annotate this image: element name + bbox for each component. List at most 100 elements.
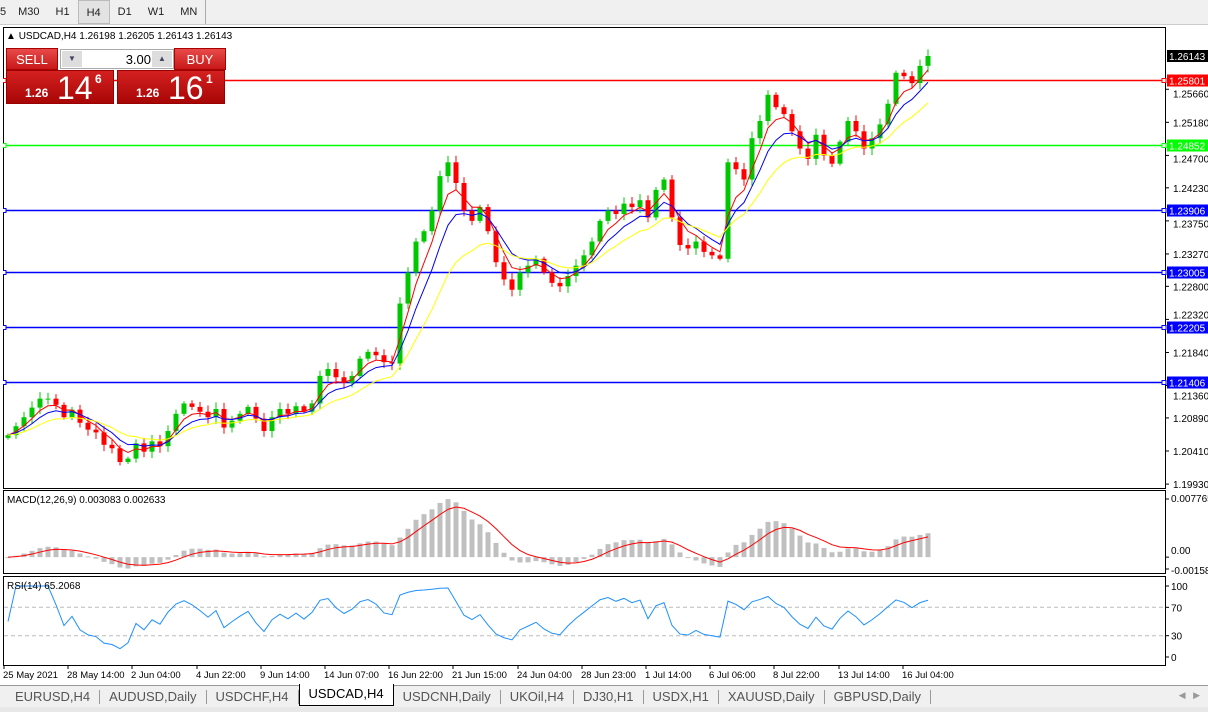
x-tick-label: 28 Jun 23:00 (581, 670, 636, 681)
macd-histogram-bar (309, 552, 315, 558)
y-tick-label: 1.24700 (1173, 155, 1208, 166)
line-handle (1161, 380, 1167, 385)
macd-histogram-bar (373, 541, 379, 558)
timeframe-h4[interactable]: H4 (77, 0, 110, 24)
buy-price-fraction: 1 (206, 72, 213, 86)
one-click-trading-panel: SELL ▼ ▲ BUY 1.26 14 6 1.26 16 1 (6, 48, 226, 106)
macd-histogram-bar (189, 548, 195, 558)
candle-body (421, 231, 427, 242)
candle-body (509, 279, 515, 290)
symbol-tab[interactable]: USDCAD,H4 (298, 684, 394, 706)
macd-histogram-bar (149, 557, 155, 564)
candle-body (645, 200, 651, 218)
sell-price[interactable]: 1.26 14 6 (6, 70, 114, 106)
y-tick-label: 1.25660 (1173, 90, 1208, 101)
scroll-left-icon[interactable]: ◀ (1178, 690, 1186, 700)
candle-body (717, 255, 723, 259)
candle-body (805, 148, 811, 159)
macd-histogram-bar (37, 548, 43, 558)
y-tick-label: 1.23270 (1173, 250, 1208, 261)
candle-body (245, 406, 251, 414)
macd-histogram-bar (109, 557, 115, 565)
macd-histogram-bar (45, 546, 51, 558)
timeframe-h1[interactable]: H1 (55, 6, 70, 18)
candle-body (293, 406, 299, 414)
macd-histogram-bar (253, 553, 259, 558)
symbol-tab[interactable]: EURUSD,H4 (6, 689, 101, 704)
timeframe-w1[interactable]: W1 (147, 6, 165, 18)
symbol-tab[interactable]: USDCNH,Daily (394, 689, 501, 704)
candle-body (477, 207, 483, 221)
sell-button[interactable]: SELL (6, 48, 58, 70)
candle-body (669, 179, 675, 218)
macd-histogram-bar (565, 557, 571, 565)
y-tick-label: 1.22800 (1173, 282, 1208, 293)
macd-histogram-bar (853, 548, 859, 558)
buy-price-prefix: 1.26 (136, 86, 160, 100)
candle-body (621, 203, 627, 214)
collapse-triangle-icon[interactable]: ▲ (6, 31, 16, 42)
line-handle (3, 143, 7, 148)
x-tick-label: 25 May 2021 (3, 670, 58, 681)
timeframe-m30[interactable]: M30 (18, 6, 40, 18)
symbol-tab[interactable]: UKOil,H4 (501, 689, 574, 704)
macd-histogram-bar (317, 548, 323, 558)
macd-histogram-bar (397, 537, 403, 558)
candle-body (709, 251, 715, 256)
y-tick-label: 1.20890 (1173, 414, 1208, 425)
candle-body (173, 413, 179, 432)
tab-scroll-arrows[interactable]: ◀ ▶ (1179, 690, 1200, 701)
macd-histogram-bar (789, 528, 795, 558)
candle-body (901, 72, 907, 77)
macd-histogram-bar (429, 509, 435, 558)
moving-average-line (7, 102, 929, 441)
timeframe-mn[interactable]: MN (180, 6, 198, 18)
buy-button[interactable]: BUY (174, 48, 226, 70)
horizontal-line-price: 1.23906 (1169, 207, 1206, 218)
macd-histogram-bar (829, 552, 835, 558)
symbol-tab[interactable]: XAUUSD,Daily (719, 689, 825, 704)
line-handle (1161, 208, 1167, 213)
macd-histogram-bar (237, 553, 243, 558)
scroll-right-icon[interactable]: ▶ (1193, 690, 1200, 700)
macd-histogram-bar (501, 552, 507, 558)
chart-window[interactable]: 1.25660 1.25180 1.24700 1.24230 1.23750 1.232… (3, 27, 1208, 683)
macd-histogram-bar (269, 556, 275, 558)
horizontal-line-price: 1.21406 (1169, 379, 1206, 390)
macd-histogram-bar (925, 533, 931, 558)
timeframe-d1[interactable]: D1 (117, 6, 132, 18)
macd-histogram-bar (533, 557, 539, 562)
lot-increase-icon[interactable]: ▲ (152, 51, 172, 67)
macd-histogram-bar (765, 521, 771, 558)
symbol-tab[interactable]: USDX,H1 (644, 689, 719, 704)
rsi-panel (3, 576, 1166, 666)
line-handle (1161, 143, 1167, 148)
macd-histogram-bar (733, 544, 739, 558)
symbol-tab[interactable]: GBPUSD,Daily (825, 689, 931, 704)
candle-body (77, 409, 83, 423)
symbol-tab[interactable]: USDCHF,H4 (207, 689, 299, 704)
price-label-bg (1167, 74, 1208, 87)
symbol-tab[interactable]: AUDUSD,Daily (100, 689, 207, 704)
macd-histogram-bar (861, 551, 867, 558)
macd-histogram-bar (197, 548, 203, 558)
macd-histogram-bar (869, 551, 875, 558)
y-tick-label: 1.20410 (1173, 447, 1208, 458)
candle-body (437, 176, 443, 211)
candle-body (493, 231, 499, 263)
macd-histogram-bar (5, 557, 11, 559)
macd-histogram-bar (277, 554, 283, 558)
timeframe-5[interactable]: 5 (0, 6, 7, 18)
macd-histogram-bar (757, 528, 763, 558)
lot-decrease-icon[interactable]: ▼ (62, 51, 82, 67)
macd-histogram-bar (893, 539, 899, 558)
macd-histogram-bar (589, 554, 595, 558)
symbol-tab[interactable]: DJ30,H1 (574, 689, 644, 704)
lot-size-input[interactable] (83, 51, 151, 67)
candle-body (541, 258, 547, 273)
macd-histogram-bar (581, 557, 587, 559)
buy-price[interactable]: 1.26 16 1 (117, 70, 225, 106)
macd-histogram-bar (61, 550, 67, 558)
candle-body (133, 443, 139, 459)
macd-histogram-bar (813, 543, 819, 558)
